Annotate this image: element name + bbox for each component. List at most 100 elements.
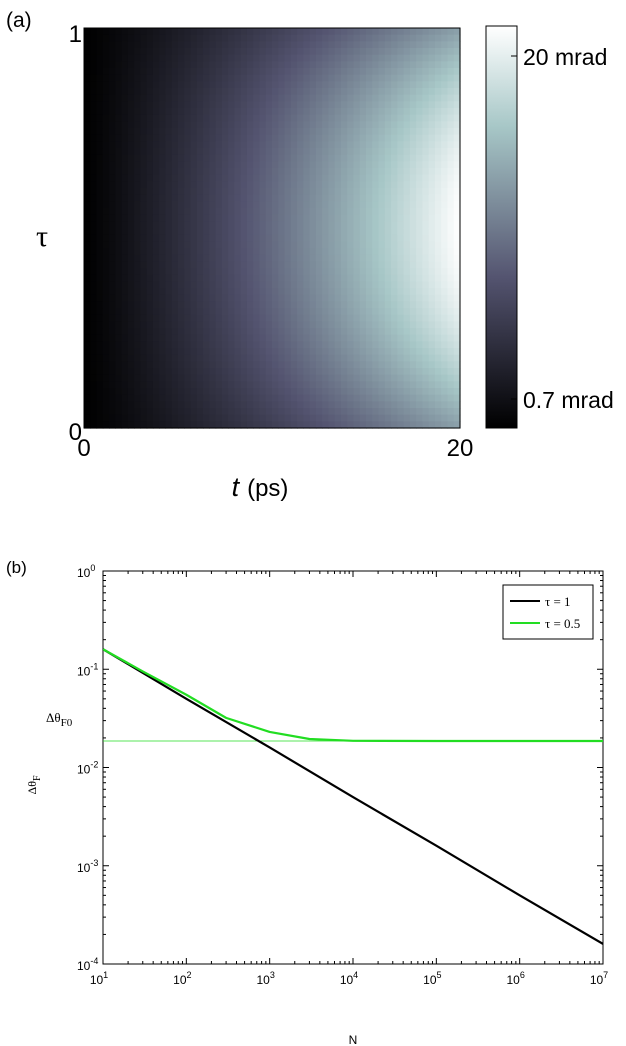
- heatmap-cell: [409, 301, 417, 309]
- heatmap-cell: [378, 374, 386, 382]
- heatmap-cell: [290, 301, 298, 309]
- heatmap-cell: [228, 68, 235, 76]
- heatmap-cell: [178, 288, 185, 296]
- heatmap-cell: [290, 314, 298, 322]
- heatmap-cell: [90, 108, 98, 116]
- heatmap-cell: [297, 254, 304, 262]
- heatmap-cell: [196, 201, 204, 209]
- heatmap-cell: [422, 168, 430, 176]
- heatmap-cell: [96, 174, 104, 182]
- heatmap-cell: [96, 34, 104, 42]
- heatmap-cell: [278, 261, 286, 269]
- heatmap-cell: [328, 334, 336, 342]
- heatmap-cell: [90, 301, 98, 309]
- heatmap-cell: [384, 274, 392, 282]
- heatmap-cell: [416, 74, 423, 82]
- heatmap-cell: [209, 208, 217, 216]
- heatmap-cell: [403, 154, 411, 162]
- heatmap-cell: [265, 154, 273, 162]
- heatmap-cell: [240, 348, 248, 356]
- heatmap-cell: [447, 361, 455, 369]
- heatmap-cell: [284, 388, 292, 396]
- heatmap-cell: [409, 414, 417, 422]
- heatmap-cell: [165, 254, 173, 262]
- heatmap-cell: [171, 348, 179, 356]
- heatmap-cell: [109, 34, 116, 42]
- heatmap-cell: [109, 61, 116, 69]
- heatmap-cell: [422, 408, 430, 416]
- heatmap-cell: [209, 414, 217, 422]
- heatmap-cell: [334, 154, 342, 162]
- heatmap-cell: [347, 141, 355, 149]
- heatmap-cell: [272, 34, 279, 42]
- heatmap-cell: [127, 361, 135, 369]
- heatmap-cell: [397, 241, 405, 249]
- heatmap-cell: [328, 394, 336, 402]
- heatmap-cell: [416, 308, 423, 316]
- heatmap-cell: [453, 168, 461, 176]
- heatmap-cell: [391, 101, 398, 109]
- heatmap-cell: [190, 48, 198, 56]
- heatmap-cell: [115, 381, 123, 389]
- heatmap-cell: [359, 421, 367, 429]
- heatmap-cell: [190, 261, 198, 269]
- x-tick-label: 101: [90, 970, 108, 987]
- heatmap-cell: [384, 354, 392, 362]
- y-tick-label: 10-3: [77, 858, 98, 875]
- heatmap-cell: [315, 288, 323, 296]
- heatmap-cell: [322, 334, 329, 342]
- heatmap-cell: [290, 261, 298, 269]
- heatmap-cell: [203, 328, 210, 336]
- heatmap-cell: [397, 328, 405, 336]
- heatmap-cell: [203, 108, 210, 116]
- heatmap-cell: [215, 414, 223, 422]
- heatmap-cell: [366, 221, 373, 229]
- heatmap-cell: [409, 81, 417, 89]
- heatmap-cell: [384, 61, 392, 69]
- heatmap-cell: [378, 361, 386, 369]
- heatmap-cell: [265, 208, 273, 216]
- heatmap-cell: [152, 268, 160, 276]
- heatmap-cell: [322, 361, 329, 369]
- heatmap-cell: [447, 321, 455, 329]
- heatmap-cell: [409, 154, 417, 162]
- heatmap-cell: [234, 414, 242, 422]
- heatmap-cell: [127, 121, 135, 129]
- heatmap-cell: [240, 274, 248, 282]
- heatmap-cell: [347, 41, 355, 49]
- heatmap-cell: [203, 414, 210, 422]
- heatmap-cell: [359, 228, 367, 236]
- heatmap-cell: [447, 81, 455, 89]
- heatmap-cell: [146, 48, 154, 56]
- heatmap-cell: [203, 54, 210, 62]
- heatmap-cell: [184, 381, 192, 389]
- heatmap-cell: [109, 328, 116, 336]
- heatmap-cell: [234, 88, 242, 96]
- heatmap-cell: [322, 161, 329, 169]
- heatmap-cell: [372, 188, 380, 196]
- heatmap-cell: [246, 81, 254, 89]
- heatmap-cell: [196, 28, 204, 36]
- heatmap-cell: [109, 254, 116, 262]
- heatmap-cell: [309, 108, 317, 116]
- heatmap-cell: [215, 301, 223, 309]
- heatmap-cell: [259, 248, 267, 256]
- heatmap-cell: [203, 274, 210, 282]
- heatmap-cell: [416, 148, 423, 156]
- heatmap-cell: [146, 148, 154, 156]
- heatmap-cell: [228, 88, 235, 96]
- heatmap-cell: [378, 221, 386, 229]
- heatmap-cell: [240, 208, 248, 216]
- heatmap-cell: [203, 61, 210, 69]
- heatmap-cell: [284, 254, 292, 262]
- heatmap-cell: [90, 101, 98, 109]
- heatmap-cell: [409, 381, 417, 389]
- heatmap-cell: [422, 41, 430, 49]
- heatmap-cell: [272, 221, 279, 229]
- heatmap-cell: [259, 234, 267, 242]
- heatmap-cell: [397, 168, 405, 176]
- heatmap-cell: [290, 128, 298, 136]
- heatmap-cell: [378, 208, 386, 216]
- heatmap-cell: [246, 48, 254, 56]
